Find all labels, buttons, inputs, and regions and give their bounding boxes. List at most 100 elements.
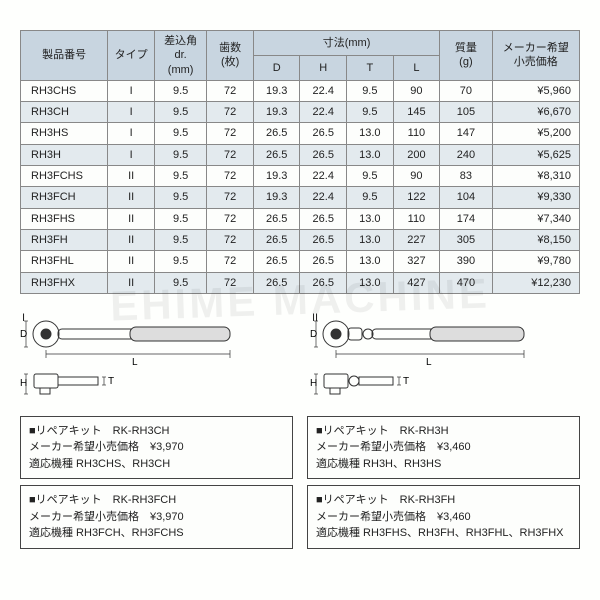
cell-L: 327 [393, 251, 440, 272]
cell-D: 26.5 [253, 208, 300, 229]
cell-pn: RH3CH [21, 102, 108, 123]
kit-price: メーカー希望小売価格 ¥3,970 [29, 439, 284, 456]
kit-models: 適応機種 RH3FHS、RH3FH、RH3FHL、RH3FHX [316, 525, 571, 542]
cell-type: I [108, 80, 155, 101]
table-row: RH3HSI9.57226.526.513.0110147¥5,200 [21, 123, 580, 144]
cell-teeth: 72 [207, 251, 254, 272]
cell-mass: 104 [440, 187, 492, 208]
cell-D: 26.5 [253, 272, 300, 293]
spec-table: 製品番号 タイプ 差込角dr.(mm) 歯数(枚) 寸法(mm) 質量(g) メ… [20, 30, 580, 294]
table-row: RH3FHII9.57226.526.513.0227305¥8,150 [21, 229, 580, 250]
cell-teeth: 72 [207, 208, 254, 229]
table-row: RH3FHSII9.57226.526.513.0110174¥7,340 [21, 208, 580, 229]
cell-H: 22.4 [300, 187, 347, 208]
kit-price: メーカー希望小売価格 ¥3,460 [316, 509, 571, 526]
cell-D: 19.3 [253, 166, 300, 187]
cell-T: 9.5 [347, 80, 394, 101]
cell-H: 26.5 [300, 251, 347, 272]
cell-drive: 9.5 [154, 187, 206, 208]
cell-teeth: 72 [207, 187, 254, 208]
diagrams: I D L [20, 312, 580, 402]
cell-teeth: 72 [207, 229, 254, 250]
cell-pn: RH3FCH [21, 187, 108, 208]
th-mass: 質量(g) [440, 31, 492, 81]
cell-drive: 9.5 [154, 272, 206, 293]
cell-type: II [108, 272, 155, 293]
diagram-type-2: II D L [310, 312, 580, 402]
cell-T: 13.0 [347, 272, 394, 293]
diagram-label-2: II [312, 312, 318, 324]
cell-L: 227 [393, 229, 440, 250]
diagram-type-1: I D L [20, 312, 290, 402]
cell-drive: 9.5 [154, 229, 206, 250]
table-row: RH3HI9.57226.526.513.0200240¥5,625 [21, 144, 580, 165]
cell-H: 22.4 [300, 166, 347, 187]
cell-H: 26.5 [300, 272, 347, 293]
cell-price: ¥8,310 [492, 166, 579, 187]
th-H: H [300, 55, 347, 80]
cell-D: 19.3 [253, 80, 300, 101]
svg-text:L: L [426, 357, 432, 368]
cell-L: 122 [393, 187, 440, 208]
cell-pn: RH3FH [21, 229, 108, 250]
cell-H: 22.4 [300, 80, 347, 101]
kit-models: 適応機種 RH3FCH、RH3FCHS [29, 525, 284, 542]
cell-mass: 305 [440, 229, 492, 250]
cell-mass: 83 [440, 166, 492, 187]
repair-kit-box: ■リペアキット RK-RH3FCHメーカー希望小売価格 ¥3,970適応機種 R… [20, 485, 293, 549]
kit-models: 適応機種 RH3CHS、RH3CH [29, 456, 284, 473]
cell-drive: 9.5 [154, 144, 206, 165]
th-pn: 製品番号 [21, 31, 108, 81]
kit-price: メーカー希望小売価格 ¥3,460 [316, 439, 571, 456]
cell-type: I [108, 123, 155, 144]
cell-pn: RH3H [21, 144, 108, 165]
table-row: RH3FCHII9.57219.322.49.5122104¥9,330 [21, 187, 580, 208]
svg-text:H: H [310, 378, 317, 389]
cell-pn: RH3HS [21, 123, 108, 144]
cell-price: ¥8,150 [492, 229, 579, 250]
cell-pn: RH3FHS [21, 208, 108, 229]
repair-kits: ■リペアキット RK-RH3CHメーカー希望小売価格 ¥3,970適応機種 RH… [20, 416, 580, 549]
kit-title: ■リペアキット RK-RH3H [316, 423, 571, 440]
cell-drive: 9.5 [154, 166, 206, 187]
repair-kit-box: ■リペアキット RK-RH3Hメーカー希望小売価格 ¥3,460適応機種 RH3… [307, 416, 580, 480]
cell-mass: 70 [440, 80, 492, 101]
cell-type: I [108, 102, 155, 123]
cell-D: 19.3 [253, 187, 300, 208]
cell-L: 427 [393, 272, 440, 293]
cell-pn: RH3CHS [21, 80, 108, 101]
cell-drive: 9.5 [154, 102, 206, 123]
svg-text:L: L [132, 357, 138, 368]
cell-pn: RH3FCHS [21, 166, 108, 187]
th-type: タイプ [108, 31, 155, 81]
cell-type: I [108, 144, 155, 165]
cell-mass: 240 [440, 144, 492, 165]
cell-teeth: 72 [207, 166, 254, 187]
cell-H: 26.5 [300, 229, 347, 250]
cell-T: 9.5 [347, 187, 394, 208]
cell-T: 9.5 [347, 166, 394, 187]
cell-mass: 174 [440, 208, 492, 229]
cell-type: II [108, 166, 155, 187]
kit-title: ■リペアキット RK-RH3CH [29, 423, 284, 440]
cell-L: 110 [393, 123, 440, 144]
cell-pn: RH3FHX [21, 272, 108, 293]
kit-title: ■リペアキット RK-RH3FH [316, 492, 571, 509]
cell-price: ¥5,960 [492, 80, 579, 101]
table-row: RH3FHLII9.57226.526.513.0327390¥9,780 [21, 251, 580, 272]
cell-D: 26.5 [253, 144, 300, 165]
cell-drive: 9.5 [154, 80, 206, 101]
cell-D: 26.5 [253, 229, 300, 250]
cell-T: 13.0 [347, 144, 394, 165]
cell-D: 26.5 [253, 251, 300, 272]
repair-kit-box: ■リペアキット RK-RH3FHメーカー希望小売価格 ¥3,460適応機種 RH… [307, 485, 580, 549]
cell-D: 19.3 [253, 102, 300, 123]
svg-text:D: D [310, 329, 317, 340]
table-row: RH3FHXII9.57226.526.513.0427470¥12,230 [21, 272, 580, 293]
cell-H: 22.4 [300, 102, 347, 123]
cell-T: 9.5 [347, 102, 394, 123]
th-teeth: 歯数(枚) [207, 31, 254, 81]
cell-price: ¥7,340 [492, 208, 579, 229]
cell-type: II [108, 208, 155, 229]
cell-T: 13.0 [347, 251, 394, 272]
